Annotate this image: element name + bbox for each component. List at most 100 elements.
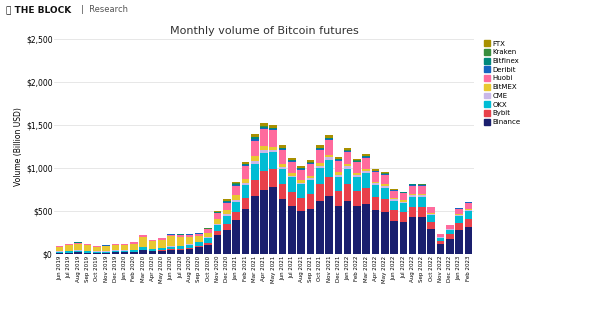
Bar [446, 229, 454, 230]
Bar [112, 251, 119, 252]
Bar [65, 244, 73, 245]
Bar [167, 249, 175, 250]
Bar [353, 191, 361, 206]
Bar [242, 183, 249, 185]
Bar [381, 187, 389, 199]
Bar [316, 145, 323, 148]
Bar [335, 191, 342, 206]
Bar [298, 184, 305, 198]
Bar [455, 230, 463, 254]
Bar [260, 153, 268, 171]
Bar [93, 246, 101, 247]
Bar [455, 214, 463, 215]
Bar [260, 146, 268, 150]
Bar [65, 245, 73, 251]
Bar [418, 194, 426, 195]
Bar [242, 185, 249, 198]
Bar [307, 160, 314, 162]
Bar [344, 184, 352, 201]
Bar [56, 247, 64, 251]
Bar [102, 246, 110, 251]
Bar [325, 177, 333, 196]
Bar [223, 224, 230, 230]
Bar [418, 186, 426, 194]
Bar [176, 246, 184, 249]
Bar [186, 237, 193, 244]
Bar [427, 215, 435, 222]
Bar [214, 225, 221, 231]
Bar [139, 247, 147, 250]
Bar [223, 214, 230, 216]
Bar [269, 187, 277, 254]
Bar [409, 195, 416, 197]
Bar [251, 161, 259, 164]
Bar [83, 245, 91, 251]
Bar [418, 217, 426, 254]
Bar [205, 245, 212, 254]
Bar [390, 210, 398, 221]
Bar [83, 251, 91, 253]
Bar [362, 158, 370, 169]
Bar [56, 253, 64, 254]
Bar [214, 211, 221, 212]
Bar [362, 173, 370, 187]
Bar [307, 195, 314, 209]
Bar [353, 161, 361, 162]
Bar [260, 190, 268, 254]
Bar [93, 251, 101, 252]
Bar [232, 182, 240, 183]
Bar [464, 209, 472, 210]
Bar [260, 128, 268, 129]
Bar [232, 196, 240, 200]
Bar [446, 239, 454, 254]
Bar [335, 177, 342, 191]
Bar [260, 129, 268, 146]
Bar [344, 148, 352, 150]
Bar [409, 197, 416, 206]
Bar [353, 206, 361, 254]
Bar [121, 245, 128, 250]
Bar [223, 202, 230, 210]
Bar [186, 244, 193, 245]
Bar [269, 125, 277, 127]
Bar [139, 237, 147, 247]
Bar [214, 212, 221, 213]
Bar [307, 164, 314, 176]
Bar [427, 214, 435, 215]
Bar [390, 190, 398, 191]
Bar [260, 150, 268, 153]
Bar [158, 248, 166, 250]
Bar [307, 163, 314, 164]
Bar [298, 180, 305, 183]
Bar [260, 126, 268, 128]
Bar [195, 233, 203, 234]
Bar [325, 135, 333, 138]
Bar [371, 182, 379, 183]
Bar [279, 164, 286, 167]
Bar [269, 129, 277, 130]
Bar [251, 156, 259, 161]
Bar [400, 200, 407, 201]
Bar [149, 251, 157, 254]
Bar [316, 148, 323, 149]
Bar [65, 253, 73, 254]
Bar [205, 228, 212, 229]
Bar [381, 186, 389, 187]
Bar [74, 252, 82, 254]
Bar [242, 209, 249, 254]
Bar [381, 174, 389, 175]
Bar [130, 252, 138, 254]
Bar [390, 191, 398, 198]
Bar [121, 250, 128, 251]
Bar [464, 211, 472, 218]
Bar [186, 245, 193, 248]
Bar [298, 198, 305, 211]
Bar [325, 160, 333, 177]
Bar [335, 160, 342, 161]
Bar [316, 166, 323, 168]
Bar [186, 235, 193, 237]
Bar [325, 138, 333, 139]
Bar [56, 251, 64, 252]
Bar [130, 243, 138, 244]
Bar [362, 203, 370, 254]
